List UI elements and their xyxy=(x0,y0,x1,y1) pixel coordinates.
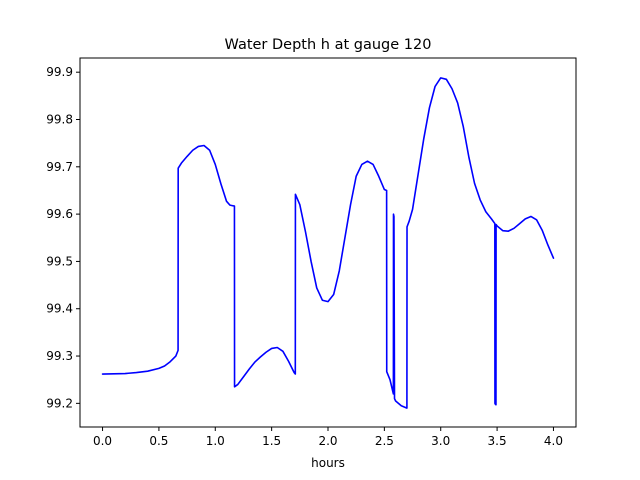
x-tick-label: 1.5 xyxy=(262,434,281,448)
series-layer xyxy=(101,77,555,409)
x-tick-label: 3.5 xyxy=(488,434,507,448)
y-tick-label: 99.4 xyxy=(46,302,73,316)
y-tick-label: 99.9 xyxy=(46,65,73,79)
x-tick-label: 4.0 xyxy=(544,434,563,448)
y-tick-label: 99.7 xyxy=(46,160,73,174)
series-line xyxy=(101,77,555,409)
y-tick-label: 99.5 xyxy=(46,254,73,268)
x-axis-label: hours xyxy=(311,456,345,470)
y-tick-label: 99.6 xyxy=(46,207,73,221)
x-tick-label: 0.5 xyxy=(149,434,168,448)
chart-title: Water Depth h at gauge 120 xyxy=(225,37,432,53)
y-tick-label: 99.8 xyxy=(46,113,73,127)
x-tick-label: 3.0 xyxy=(431,434,450,448)
y-tick-label: 99.2 xyxy=(46,396,73,410)
x-tick-label: 1.0 xyxy=(206,434,225,448)
y-axis: 99.2 99.3 99.4 99.5 99.6 99.7 99.8 99.9 xyxy=(46,65,80,410)
x-axis: 0.0 0.5 1.0 1.5 2.0 2.5 3.0 3.5 4.0 xyxy=(93,427,563,448)
x-tick-label: 0.0 xyxy=(93,434,112,448)
x-tick-label: 2.5 xyxy=(375,434,394,448)
y-tick-label: 99.3 xyxy=(46,349,73,363)
x-tick-label: 2.0 xyxy=(318,434,337,448)
